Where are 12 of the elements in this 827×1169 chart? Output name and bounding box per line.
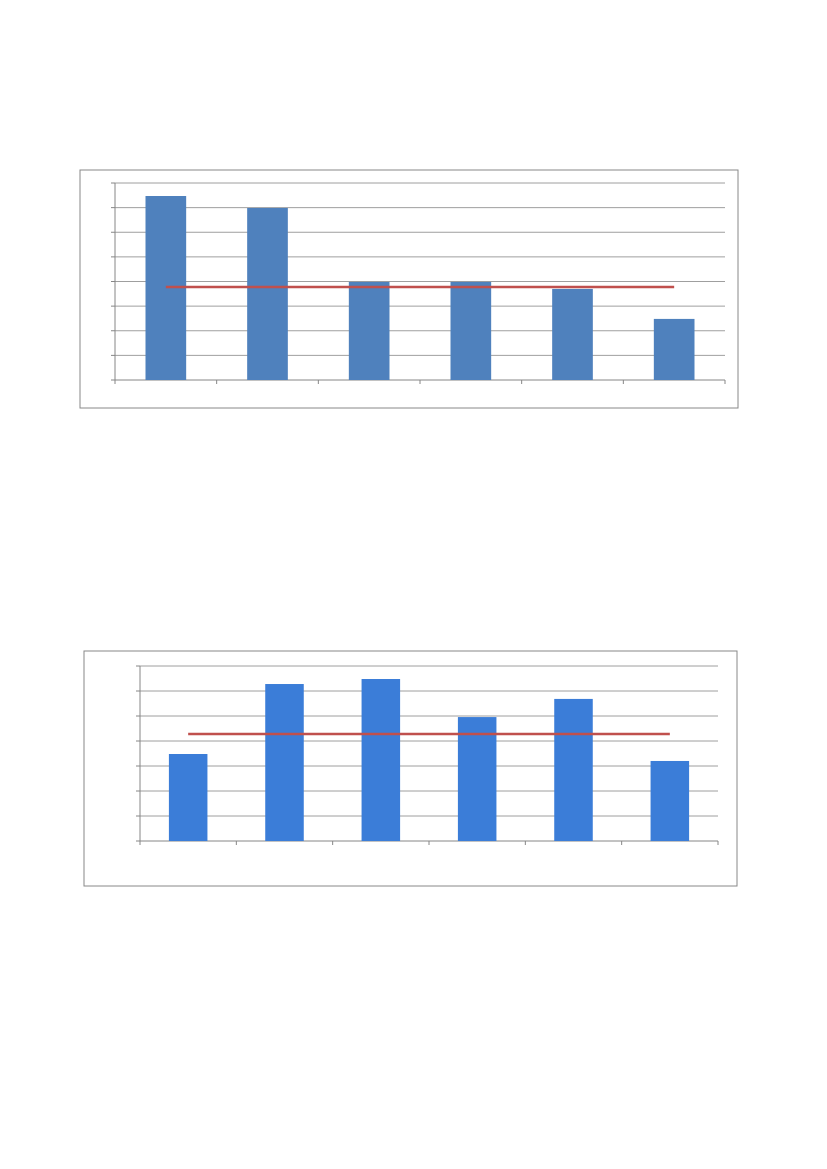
bar xyxy=(650,760,690,841)
bar xyxy=(554,698,593,841)
bar xyxy=(265,684,304,841)
bar xyxy=(552,288,593,380)
bar xyxy=(247,207,288,380)
bar xyxy=(653,318,695,380)
bar xyxy=(145,196,187,380)
bar xyxy=(450,281,492,380)
bar xyxy=(361,679,401,841)
bar xyxy=(168,754,208,841)
bar xyxy=(457,717,497,841)
bar xyxy=(348,281,390,380)
